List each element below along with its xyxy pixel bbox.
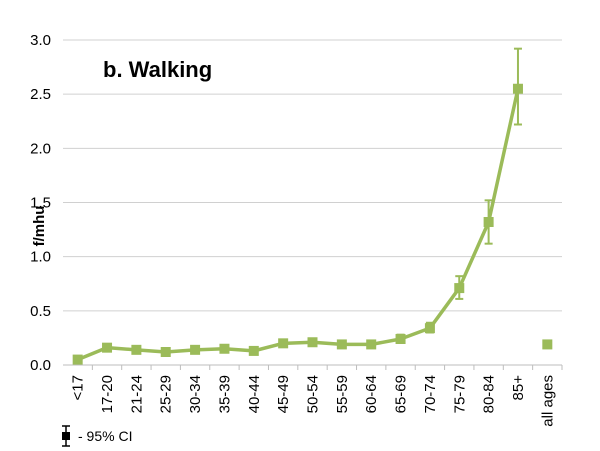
summary-point-all-ages bbox=[542, 339, 553, 350]
y-tick-label: 2.5 bbox=[30, 86, 51, 103]
data-point bbox=[131, 344, 142, 355]
data-point bbox=[307, 337, 318, 348]
x-tick-label: 60-64 bbox=[363, 375, 380, 413]
x-tick-label: 65-69 bbox=[393, 375, 410, 413]
data-point bbox=[512, 83, 523, 94]
series-line bbox=[77, 88, 520, 362]
chart-title: b. Walking bbox=[103, 57, 212, 82]
x-tick-label: <17 bbox=[70, 375, 87, 400]
data-point bbox=[102, 342, 113, 353]
data-point bbox=[278, 338, 289, 349]
x-tick-label: 55-59 bbox=[334, 375, 351, 413]
y-tick-label: 1.0 bbox=[30, 249, 51, 266]
x-tick-labels: <17 17-20 21-24 25-29 30-34 35-39 40-44 45-49 50… bbox=[70, 375, 557, 427]
gridlines bbox=[63, 39, 563, 370]
x-tick-label: all ages bbox=[539, 375, 556, 427]
x-tick-label: 85+ bbox=[510, 375, 527, 401]
x-tick-label: 80-84 bbox=[481, 375, 498, 413]
data-point bbox=[72, 354, 83, 365]
legend: - 95% CI bbox=[62, 425, 132, 447]
x-tick-label: 70-74 bbox=[422, 375, 439, 413]
x-tick-label: 50-54 bbox=[305, 375, 322, 413]
data-point bbox=[160, 347, 171, 357]
data-point bbox=[366, 339, 377, 350]
data-point bbox=[454, 283, 465, 294]
error-bars bbox=[73, 47, 522, 362]
y-tick-label: 0.5 bbox=[30, 303, 51, 320]
data-point bbox=[395, 334, 406, 344]
legend-label: - 95% CI bbox=[78, 428, 132, 444]
data-point bbox=[424, 323, 435, 334]
y-tick-label: 0.0 bbox=[30, 357, 51, 374]
y-tick-labels: 0.0 0.5 1.0 1.5 2.0 2.5 3.0 bbox=[30, 32, 51, 374]
x-tick-label: 17-20 bbox=[99, 375, 116, 413]
y-tick-label: 2.0 bbox=[30, 140, 51, 157]
x-tick-label: 21-24 bbox=[128, 375, 145, 413]
x-tick-label: 40-44 bbox=[246, 375, 263, 413]
x-tick-label: 25-29 bbox=[158, 375, 175, 413]
legend-ci-icon bbox=[62, 425, 70, 447]
y-axis-label: f/mhu bbox=[31, 206, 48, 247]
x-tick-label: 35-39 bbox=[216, 375, 233, 413]
data-point bbox=[190, 344, 201, 355]
x-tick-label: 45-49 bbox=[275, 375, 292, 413]
y-tick-label: 1.5 bbox=[30, 195, 51, 212]
x-tick-label: 30-34 bbox=[187, 375, 204, 413]
y-tick-label: 3.0 bbox=[30, 32, 51, 49]
data-point bbox=[219, 343, 230, 354]
data-point bbox=[248, 345, 259, 356]
x-tick-label: 75-79 bbox=[451, 375, 468, 413]
series-walking bbox=[72, 83, 553, 365]
data-point bbox=[483, 217, 494, 227]
data-point bbox=[336, 339, 347, 350]
